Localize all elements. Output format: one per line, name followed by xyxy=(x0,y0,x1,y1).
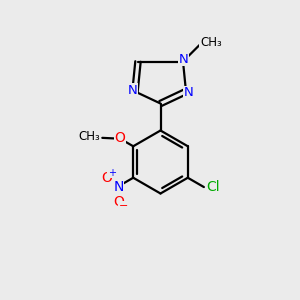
Text: O: O xyxy=(114,131,125,146)
Text: CH₃: CH₃ xyxy=(200,36,222,49)
Text: −: − xyxy=(119,201,128,212)
Text: O: O xyxy=(101,171,112,184)
Text: Cl: Cl xyxy=(207,180,220,194)
Text: O: O xyxy=(113,195,124,208)
Text: CH₃: CH₃ xyxy=(79,130,100,143)
Text: N: N xyxy=(128,83,137,97)
Text: +: + xyxy=(108,167,116,178)
Text: N: N xyxy=(179,52,188,66)
Text: N: N xyxy=(113,180,124,194)
Text: N: N xyxy=(184,86,194,100)
